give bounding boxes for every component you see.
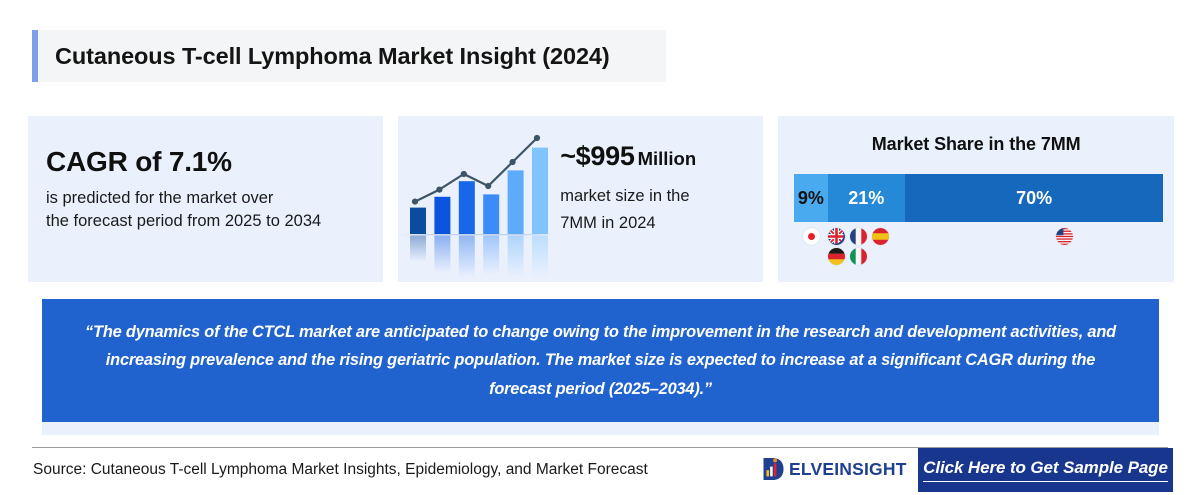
quote-banner: “The dynamics of the CTCL market are ant… — [42, 299, 1159, 422]
market-share-bar: 9% 21% 70% — [794, 174, 1164, 222]
market-size-description-line-2: 7MM in 2024 — [560, 213, 656, 232]
stat-card-row: CAGR of 7.1% is predicted for the market… — [28, 116, 1174, 282]
chart-bar-reflection — [459, 235, 476, 278]
growth-bar-chart-svg — [400, 134, 555, 278]
france-flag-icon — [850, 228, 868, 245]
chart-trend-marker — [436, 186, 443, 193]
market-size-description-line-1: market size in the — [560, 187, 690, 205]
market-size-amount: ~$995 — [560, 141, 635, 171]
cagr-headline: CAGR of 7.1% — [46, 146, 232, 177]
japan-flag-icon — [802, 228, 820, 245]
cagr-description-line-2: the forecast period from 2025 to 2034 — [46, 212, 322, 231]
chart-bar — [507, 170, 524, 234]
usa-flag-icon — [1055, 228, 1073, 245]
chart-trend-marker — [534, 134, 541, 142]
chart-trend-marker — [509, 158, 516, 166]
germany-flag-icon — [828, 248, 846, 265]
chart-trend-marker — [485, 182, 492, 190]
chart-bar-reflection — [532, 235, 549, 278]
get-sample-page-button[interactable]: Click Here to Get Sample Page — [918, 448, 1173, 492]
chart-bar-reflection — [507, 235, 524, 278]
source-text: Source: Cutaneous T-cell Lymphoma Market… — [33, 461, 648, 478]
market-share-card: Market Share in the 7MM 9% 21% 70% — [778, 116, 1174, 282]
market-size-card: ~$995 Million market size in the 7MM in 2… — [398, 116, 764, 282]
chart-bar — [434, 196, 451, 234]
market-share-segment-japan: 9% — [794, 174, 828, 222]
market-share-flag-row — [794, 228, 1163, 274]
chart-bar — [410, 207, 427, 234]
title-accent-bar — [32, 30, 38, 82]
flag-group-europe — [828, 228, 928, 268]
flag-group-usa — [1034, 228, 1094, 248]
chart-bar — [532, 147, 549, 234]
quote-shadow-strip — [42, 422, 1159, 435]
chart-bar-reflection — [434, 235, 451, 273]
page-title-bar: Cutaneous T-cell Lymphoma Market Insight… — [32, 30, 666, 82]
chart-bar-reflection — [410, 235, 427, 262]
flag-group-japan — [794, 228, 828, 248]
chart-bar — [459, 181, 476, 234]
uk-flag-icon — [828, 228, 846, 245]
delveinsight-logo-mark-icon — [762, 456, 787, 482]
market-share-title: Market Share in the 7MM — [871, 134, 1081, 154]
cagr-card: CAGR of 7.1% is predicted for the market… — [28, 116, 384, 282]
chart-bar — [483, 194, 500, 234]
quote-text: “The dynamics of the CTCL market are ant… — [85, 323, 1116, 398]
market-share-segment-united-states: 70% — [905, 174, 1164, 222]
chart-trend-marker — [460, 170, 468, 178]
market-size-headline: ~$995 Million — [560, 141, 696, 172]
footer-divider — [32, 447, 1168, 448]
cagr-description-line-1: is predicted for the market over — [46, 189, 274, 207]
page-title: Cutaneous T-cell Lymphoma Market Insight… — [55, 42, 610, 69]
get-sample-page-label: Click Here to Get Sample Page — [923, 458, 1168, 482]
chart-trend-line — [414, 136, 539, 203]
growth-bar-chart — [398, 116, 556, 282]
italy-flag-icon — [850, 248, 868, 265]
market-share-segment-eu4-and-the-uk: 21% — [827, 174, 905, 222]
delveinsight-logo: ELVEINSIGHT — [762, 455, 907, 483]
delveinsight-logo-text: ELVEINSIGHT — [789, 458, 907, 479]
spain-flag-icon — [872, 228, 890, 245]
market-size-unit: Million — [637, 148, 697, 169]
chart-bar-reflection — [483, 235, 500, 276]
chart-trend-marker — [412, 198, 419, 205]
